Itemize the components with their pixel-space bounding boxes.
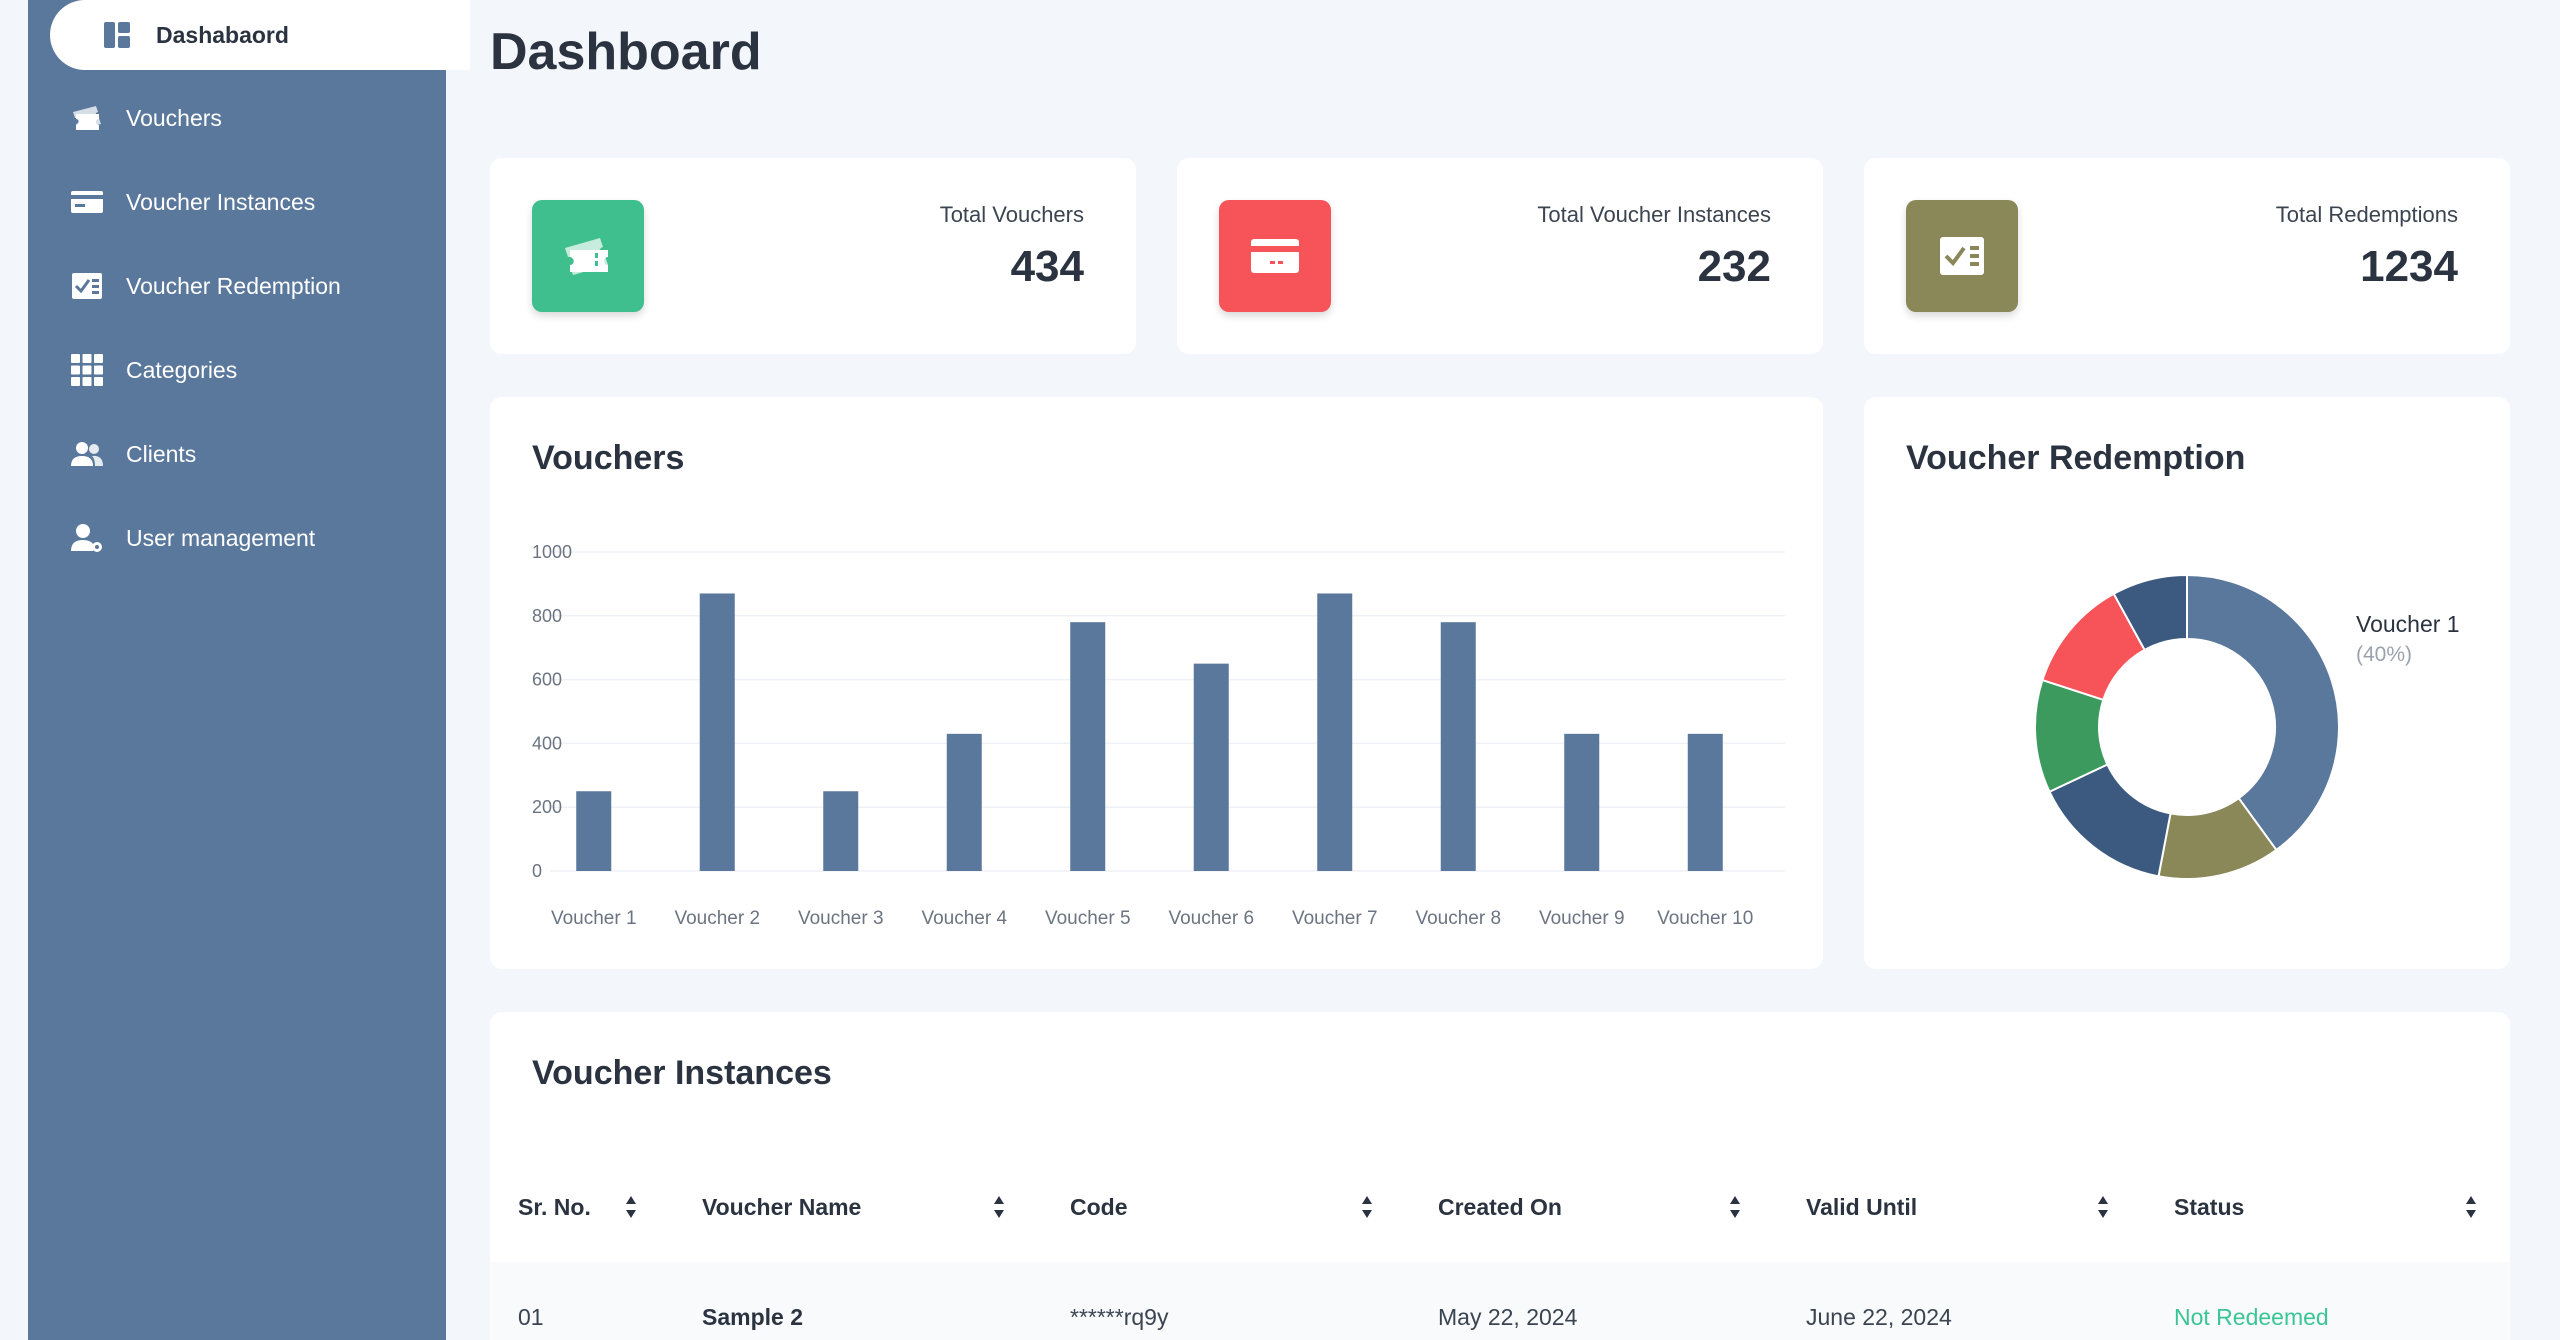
bar[interactable] xyxy=(1193,663,1229,871)
sidebar-item-label: Vouchers xyxy=(126,104,222,131)
cell-created-on: May 22, 2024 xyxy=(1438,1303,1578,1330)
people-icon xyxy=(70,437,104,471)
sidebar-item-label: Categories xyxy=(126,356,238,383)
column-header-sr-no[interactable]: Sr. No. xyxy=(518,1193,591,1220)
cell-sr-no: 01 xyxy=(518,1303,544,1330)
user-gear-icon xyxy=(70,521,104,555)
sidebar-item-categories[interactable]: Categories xyxy=(28,335,446,405)
stat-card-total-vouchers: Total Vouchers 434 xyxy=(490,158,1136,354)
dashboard-icon xyxy=(100,18,134,52)
sidebar-item-dashboard[interactable]: Dashabaord xyxy=(50,0,470,70)
vouchers-bar-chart: 0 200 400 600 800 1000 Voucher 1 Voucher 2 Vouch… xyxy=(532,542,1785,929)
y-tick-label: 600 xyxy=(532,670,562,690)
sort-icon[interactable] xyxy=(2096,1152,2110,1262)
x-tick-label: Voucher 2 xyxy=(674,908,760,929)
sort-icon[interactable] xyxy=(1360,1152,1374,1262)
stat-card-total-redemptions: Total Redemptions 1234 xyxy=(1864,158,2510,354)
x-tick-label: Voucher 1 xyxy=(551,908,637,929)
card-title: Voucher Instances xyxy=(532,1054,832,1092)
table-header: Sr. No. Voucher Name Code Created On Val… xyxy=(490,1152,2510,1262)
y-tick-label: 1000 xyxy=(532,542,572,562)
card-title: Voucher Redemption xyxy=(1906,439,2246,477)
bar[interactable] xyxy=(1687,733,1723,871)
redemption-chart-card: Voucher Redemption Voucher 1 (40%) xyxy=(1864,397,2510,969)
stat-value: 1234 xyxy=(2360,242,2458,291)
cell-valid-until: June 22, 2024 xyxy=(1806,1303,1952,1330)
bar[interactable] xyxy=(1440,622,1476,871)
bar[interactable] xyxy=(946,733,982,871)
x-tick-label: Voucher 7 xyxy=(1292,908,1378,929)
sidebar-item-label: Clients xyxy=(126,440,197,467)
grid-icon xyxy=(70,353,104,387)
x-tick-label: Voucher 4 xyxy=(921,908,1007,929)
table-row[interactable]: 01 Sample 2 ******rq9y May 22, 2024 June… xyxy=(490,1262,2510,1340)
sidebar-item-voucher-instances[interactable]: Voucher Instances xyxy=(28,167,446,237)
stat-label: Total Voucher Instances xyxy=(1537,202,1771,227)
cell-status: Not Redeemed xyxy=(2174,1303,2329,1330)
y-tick-label: 200 xyxy=(532,797,562,817)
x-tick-label: Voucher 10 xyxy=(1657,908,1753,929)
sidebar-item-vouchers[interactable]: Vouchers xyxy=(28,83,446,153)
sort-icon[interactable] xyxy=(1728,1152,1742,1262)
sidebar: Dashabaord Vouchers Voucher Instances Vo… xyxy=(28,0,470,1340)
column-header-voucher-name[interactable]: Voucher Name xyxy=(702,1193,862,1220)
y-tick-label: 400 xyxy=(532,733,562,753)
cell-voucher-name: Sample 2 xyxy=(702,1303,803,1330)
sidebar-item-voucher-redemption[interactable]: Voucher Redemption xyxy=(28,251,446,321)
bar[interactable] xyxy=(699,593,735,871)
checklist-icon xyxy=(1906,200,2018,312)
donut-legend-name: Voucher 1 xyxy=(2356,611,2460,637)
sidebar-item-label: User management xyxy=(126,524,316,551)
x-tick-label: Voucher 3 xyxy=(798,908,884,929)
sidebar-item-label: Voucher Redemption xyxy=(126,272,341,299)
stat-label: Total Redemptions xyxy=(2275,202,2458,227)
checklist-icon xyxy=(70,269,104,303)
sidebar-item-label: Voucher Instances xyxy=(126,188,316,215)
card-icon xyxy=(1219,200,1331,312)
bar[interactable] xyxy=(1070,622,1106,871)
cell-code: ******rq9y xyxy=(1070,1303,1169,1330)
sidebar-item-clients[interactable]: Clients xyxy=(28,419,446,489)
redemption-donut-chart xyxy=(2034,573,2340,880)
x-tick-label: Voucher 6 xyxy=(1168,908,1254,929)
sort-icon[interactable] xyxy=(2464,1152,2478,1262)
column-header-valid-until[interactable]: Valid Until xyxy=(1806,1193,1918,1220)
y-tick-label: 800 xyxy=(532,606,562,626)
y-tick-label: 0 xyxy=(532,861,542,881)
card-title: Vouchers xyxy=(532,439,685,477)
bar[interactable] xyxy=(823,791,859,871)
vouchers-chart-card: Vouchers 0 200 400 600 800 1000 Voucher 1 Vouch… xyxy=(490,397,1823,969)
column-header-code[interactable]: Code xyxy=(1070,1193,1128,1220)
bar[interactable] xyxy=(576,791,612,871)
stat-card-total-voucher-instances: Total Voucher Instances 232 xyxy=(1177,158,1823,354)
sort-icon[interactable] xyxy=(624,1152,638,1262)
stat-label: Total Vouchers xyxy=(939,202,1084,227)
sidebar-item-user-management[interactable]: User management xyxy=(28,503,446,573)
bar[interactable] xyxy=(1317,593,1353,871)
voucher-instances-card: Voucher Instances Sr. No. Voucher Name C… xyxy=(490,1012,2510,1340)
x-tick-label: Voucher 8 xyxy=(1415,908,1501,929)
sidebar-item-label: Dashabaord xyxy=(156,21,289,48)
ticket-icon xyxy=(532,200,644,312)
bar[interactable] xyxy=(1564,733,1600,871)
stat-value: 434 xyxy=(1010,242,1084,291)
sort-icon[interactable] xyxy=(992,1152,1006,1262)
donut-legend-percent: (40%) xyxy=(2356,643,2413,666)
card-icon xyxy=(70,185,104,219)
column-header-created-on[interactable]: Created On xyxy=(1438,1193,1562,1220)
column-header-status[interactable]: Status xyxy=(2174,1193,2245,1220)
x-tick-label: Voucher 9 xyxy=(1539,908,1625,929)
donut-slice[interactable] xyxy=(2112,573,2188,652)
x-tick-label: Voucher 5 xyxy=(1045,908,1131,929)
stat-value: 232 xyxy=(1697,242,1771,291)
page-title: Dashboard xyxy=(490,23,762,81)
donut-slice[interactable] xyxy=(2186,573,2340,852)
ticket-icon xyxy=(70,101,104,135)
